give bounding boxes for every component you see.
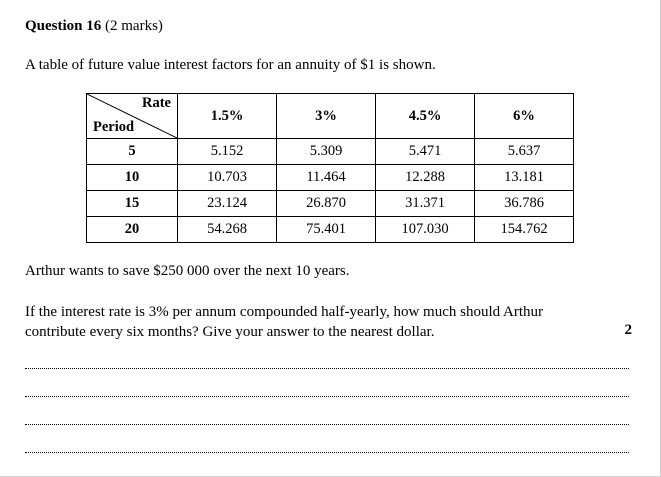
factor-cell: 5.152 (177, 138, 277, 165)
table-row: 10 10.703 11.464 12.288 13.181 (86, 164, 574, 191)
rate-header-cell: 6% (474, 93, 574, 139)
question-number: Question 16 (25, 18, 102, 34)
factor-cell: 10.703 (177, 164, 277, 191)
factor-cell: 5.637 (474, 138, 574, 165)
period-cell: 10 (86, 164, 178, 191)
rate-axis-label: Rate (142, 95, 171, 111)
interest-factor-table: Rate Period 1.5% 3% 4.5% 6% 5 5.152 5.30… (86, 93, 574, 243)
factor-cell: 13.181 (474, 164, 574, 191)
factor-cell: 11.464 (276, 164, 376, 191)
factor-cell: 154.762 (474, 216, 574, 243)
answer-line[interactable] (25, 452, 629, 453)
answer-line[interactable] (25, 424, 629, 425)
factor-cell: 26.870 (276, 190, 376, 217)
question-marks: (2 marks) (105, 18, 163, 34)
factor-cell: 107.030 (375, 216, 475, 243)
factor-cell: 54.268 (177, 216, 277, 243)
scenario-text: Arthur wants to save $250 000 over the n… (25, 263, 350, 279)
table-row: 20 54.268 75.401 107.030 154.762 (86, 216, 574, 243)
diagonal-divider (87, 94, 177, 138)
factor-cell: 5.309 (276, 138, 376, 165)
answer-line[interactable] (25, 396, 629, 397)
factor-cell: 5.471 (375, 138, 475, 165)
rate-header-cell: 3% (276, 93, 376, 139)
rate-header-cell: 4.5% (375, 93, 475, 139)
corner-header-cell: Rate Period (86, 93, 178, 139)
table-row: 5 5.152 5.309 5.471 5.637 (86, 138, 574, 165)
question-heading: Question 16 (2 marks) (25, 18, 163, 35)
factor-cell: 23.124 (177, 190, 277, 217)
question-intro: A table of future value interest factors… (25, 57, 436, 73)
factor-cell: 36.786 (474, 190, 574, 217)
table-header-row: Rate Period 1.5% 3% 4.5% 6% (86, 93, 574, 139)
period-cell: 15 (86, 190, 178, 217)
marks-indicator: 2 (624, 322, 633, 338)
factor-cell: 75.401 (276, 216, 376, 243)
factor-cell: 12.288 (375, 164, 475, 191)
question-prompt: If the interest rate is 3% per annum com… (25, 304, 544, 340)
answer-line[interactable] (25, 368, 629, 369)
rate-header-cell: 1.5% (177, 93, 277, 139)
period-cell: 5 (86, 138, 178, 165)
period-axis-label: Period (93, 119, 135, 135)
period-cell: 20 (86, 216, 178, 243)
table-row: 15 23.124 26.870 31.371 36.786 (86, 190, 574, 217)
factor-cell: 31.371 (375, 190, 475, 217)
